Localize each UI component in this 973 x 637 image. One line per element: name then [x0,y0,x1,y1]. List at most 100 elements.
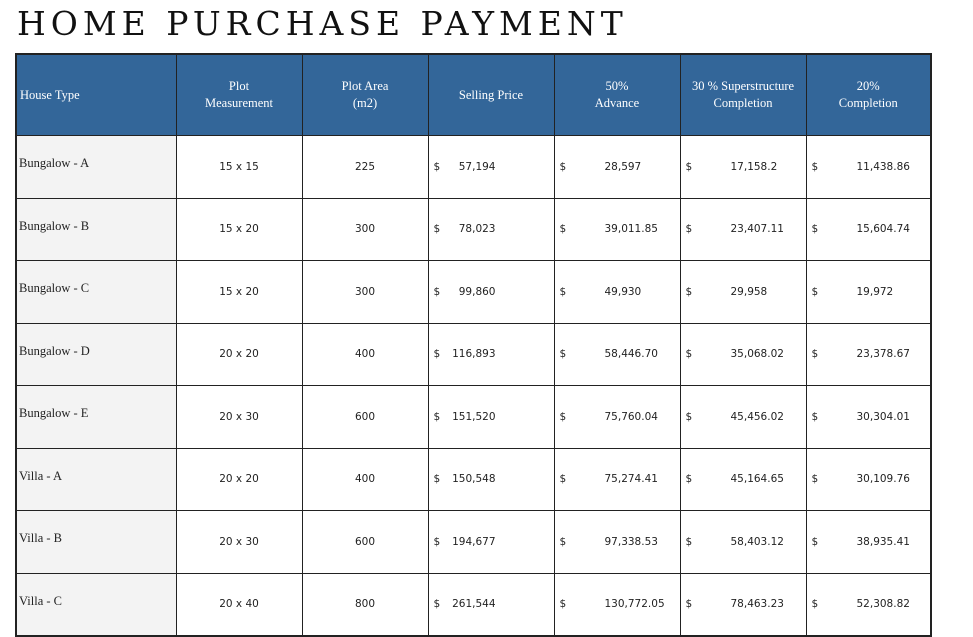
advance-cell-value: 97,338.53 [604,535,658,548]
currency-symbol: $ [559,285,567,298]
currency-symbol: $ [685,535,693,548]
completion-cell-value: 19,972 [856,285,894,298]
superstructure-cell: $58,403.12 [679,510,807,574]
selling-price-cell: $116,893 [427,322,555,386]
selling-price-cell-value: 78,023 [458,223,496,236]
completion-cell-value: 23,378.67 [856,348,910,361]
selling-price-cell-value: 194,677 [452,535,496,548]
table-row: Bungalow - A 15 x 15 225 $57,194 $28,597 $17,… [15,135,932,199]
superstructure-cell: $78,463.23 [679,572,807,637]
currency-symbol: $ [559,160,567,173]
advance-cell-value: 58,446.70 [604,348,658,361]
advance-cell-value: 49,930 [604,285,642,298]
superstructure-cell: $45,456.02 [679,385,807,449]
completion-cell: $19,972 [805,260,932,324]
plot-measurement-cell: 15 x 20 [175,197,303,261]
superstructure-cell: $35,068.02 [679,322,807,386]
superstructure-cell: $17,158.2 [679,135,807,199]
completion-cell: $30,304.01 [805,385,932,449]
plot-measurement-cell: 20 x 40 [175,572,303,637]
plot-area-cell: 400 [301,322,429,386]
advance-cell: $75,760.04 [553,385,681,449]
superstructure-cell-value: 23,407.11 [730,223,784,236]
currency-symbol: $ [685,473,693,486]
advance-cell: $28,597 [553,135,681,199]
currency-symbol: $ [811,160,819,173]
currency-symbol: $ [811,223,819,236]
currency-symbol: $ [685,598,693,611]
superstructure-cell-value: 58,403.12 [730,535,784,548]
currency-symbol: $ [433,473,441,486]
table-row: Bungalow - E 20 x 30 600 $151,520 $75,760.04… [15,385,932,449]
currency-symbol: $ [811,473,819,486]
currency-symbol: $ [559,598,567,611]
superstructure-cell-value: 29,958 [730,285,768,298]
column-header: Selling Price [427,53,555,136]
plot-measurement-cell: 20 x 20 [175,447,303,511]
completion-cell-value: 38,935.41 [856,535,910,548]
selling-price-cell: $99,860 [427,260,555,324]
column-header: Plot Area (m2) [301,53,429,136]
currency-symbol: $ [559,535,567,548]
column-header: House Type [15,53,177,136]
superstructure-cell-value: 45,164.65 [730,473,784,486]
currency-symbol: $ [811,410,819,423]
currency-symbol: $ [685,160,693,173]
superstructure-cell: $29,958 [679,260,807,324]
house-type-cell: Villa - A [15,447,177,511]
completion-cell-value: 30,109.76 [856,473,910,486]
selling-price-cell-value: 99,860 [458,285,496,298]
header-row: House Type Plot Measurement Plot Area (m… [15,53,932,136]
completion-cell: $15,604.74 [805,197,932,261]
selling-price-cell-value: 116,893 [452,348,496,361]
currency-symbol: $ [433,160,441,173]
advance-cell: $75,274.41 [553,447,681,511]
house-type-cell: Villa - B [15,510,177,574]
table-row: Bungalow - C 15 x 20 300 $99,860 $49,930 $29,… [15,260,932,324]
house-type-cell: Villa - C [15,572,177,637]
house-type-cell: Bungalow - B [15,197,177,261]
completion-cell-value: 52,308.82 [856,598,910,611]
superstructure-cell-value: 45,456.02 [730,410,784,423]
advance-cell: $130,772.05 [553,572,681,637]
currency-symbol: $ [811,348,819,361]
completion-cell-value: 15,604.74 [856,223,910,236]
completion-cell: $30,109.76 [805,447,932,511]
selling-price-cell: $57,194 [427,135,555,199]
house-type-cell: Bungalow - E [15,385,177,449]
plot-area-cell: 600 [301,510,429,574]
currency-symbol: $ [685,285,693,298]
house-type-cell: Bungalow - D [15,322,177,386]
currency-symbol: $ [433,410,441,423]
table-row: Bungalow - D 20 x 20 400 $116,893 $58,446.70… [15,322,932,386]
currency-symbol: $ [811,598,819,611]
currency-symbol: $ [559,473,567,486]
page-title: HOME PURCHASE PAYMENT [17,4,628,43]
column-header: Plot Measurement [175,53,303,136]
plot-area-cell: 300 [301,197,429,261]
selling-price-cell-value: 150,548 [452,473,496,486]
selling-price-cell: $151,520 [427,385,555,449]
currency-symbol: $ [811,535,819,548]
completion-cell: $11,438.86 [805,135,932,199]
currency-symbol: $ [433,223,441,236]
plot-measurement-cell: 15 x 20 [175,260,303,324]
completion-cell: $23,378.67 [805,322,932,386]
table-row: Villa - B 20 x 30 600 $194,677 $97,338.53 $58… [15,510,932,574]
payment-table: House Type Plot Measurement Plot Area (m… [15,53,932,637]
plot-measurement-cell: 20 x 30 [175,385,303,449]
advance-cell-value: 75,760.04 [604,410,658,423]
selling-price-cell-value: 151,520 [452,410,496,423]
completion-cell-value: 11,438.86 [856,160,910,173]
superstructure-cell-value: 78,463.23 [730,598,784,611]
house-type-cell: Bungalow - A [15,135,177,199]
currency-symbol: $ [685,410,693,423]
plot-measurement-cell: 20 x 20 [175,322,303,386]
plot-area-cell: 300 [301,260,429,324]
table-row: Villa - C 20 x 40 800 $261,544 $130,772.05 $7… [15,572,932,637]
selling-price-cell: $261,544 [427,572,555,637]
advance-cell-value: 75,274.41 [604,473,658,486]
table-row: Villa - A 20 x 20 400 $150,548 $75,274.41 $45… [15,447,932,511]
superstructure-cell: $23,407.11 [679,197,807,261]
selling-price-cell: $150,548 [427,447,555,511]
